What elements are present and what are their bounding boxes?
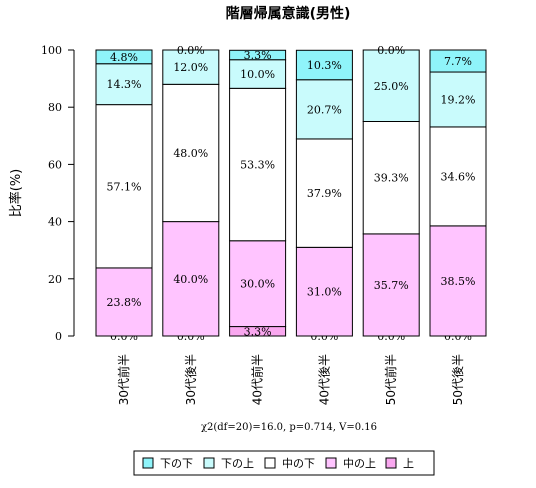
bar-stack: 0.0%23.8%57.1%14.3%4.8% bbox=[95, 49, 153, 343]
bar-stack: 0.0%40.0%48.0%12.0%0.0% bbox=[162, 44, 220, 343]
data-label: 53.3% bbox=[240, 159, 275, 172]
y-axis-label: 比率(%) bbox=[8, 169, 24, 218]
legend-swatch bbox=[142, 457, 154, 469]
bar-segment bbox=[229, 49, 287, 61]
data-label: 7.7% bbox=[444, 55, 472, 68]
legend-label: 上 bbox=[403, 457, 414, 470]
data-label: 37.9% bbox=[307, 187, 342, 200]
legend: 下の下 下の上 中の下 中の上 上 bbox=[133, 450, 435, 476]
data-label: 3.3% bbox=[244, 49, 272, 62]
bar-segment bbox=[429, 71, 487, 128]
legend-swatch bbox=[325, 457, 337, 469]
bar-segment bbox=[162, 49, 220, 85]
legend-swatch bbox=[264, 457, 276, 469]
bar-segment bbox=[295, 138, 353, 248]
legend-label: 中の上 bbox=[343, 457, 376, 470]
y-tick-label: 100 bbox=[41, 44, 62, 57]
data-label: 57.1% bbox=[107, 180, 142, 193]
bar-segment bbox=[295, 79, 353, 140]
legend-label: 中の下 bbox=[282, 457, 315, 470]
data-label: 3.3% bbox=[244, 325, 272, 338]
data-label: 14.3% bbox=[107, 78, 142, 91]
legend-swatch bbox=[385, 457, 397, 469]
bar-segment bbox=[162, 83, 220, 223]
y-tick-label: 20 bbox=[48, 273, 62, 286]
category-label: 50代前半 bbox=[383, 354, 398, 405]
bar-segment bbox=[229, 87, 287, 242]
data-label: 38.5% bbox=[441, 275, 476, 288]
bar-segment bbox=[95, 63, 153, 106]
legend-box bbox=[133, 450, 435, 476]
chart-title: 階層帰属意識(男性) bbox=[226, 5, 351, 22]
data-label: 34.6% bbox=[441, 170, 476, 183]
data-label: 19.2% bbox=[441, 93, 476, 106]
bar-segment bbox=[95, 104, 153, 269]
y-tick-label: 40 bbox=[48, 216, 62, 229]
data-label: 0.0% bbox=[377, 44, 405, 57]
stat-annotation: χ2(df=20)=16.0, p=0.714, V=0.16 bbox=[201, 422, 377, 433]
data-label: 48.0% bbox=[173, 147, 208, 160]
y-tick-label: 80 bbox=[48, 101, 62, 114]
category-label: 50代後半 bbox=[451, 354, 465, 405]
bars-group: 0.0% 23.8% 57.1% 14.3% 4.8% 0.0% 40.0% 48.0% 12.… bbox=[95, 44, 487, 343]
data-label: 20.7% bbox=[307, 103, 342, 116]
bar-stack: 0.0%31.0%37.9%20.7%10.3% bbox=[295, 49, 353, 343]
bar-segment bbox=[295, 246, 353, 337]
bar-stack: 3.3% 30.0% 53.3% 10.0% 3.3% bbox=[229, 49, 287, 338]
data-label: 12.0% bbox=[173, 61, 208, 74]
y-axis: 0 20 40 60 80 100 bbox=[41, 44, 75, 343]
data-label: 4.8% bbox=[110, 51, 138, 64]
bar-segment bbox=[429, 126, 487, 227]
legend-swatch bbox=[203, 457, 215, 469]
legend-label: 下の下 bbox=[160, 457, 193, 470]
bar-segment bbox=[362, 49, 420, 122]
data-label: 10.3% bbox=[307, 59, 342, 72]
data-label: 23.8% bbox=[107, 296, 142, 309]
data-label: 30.0% bbox=[240, 278, 275, 291]
bar-stack: 0.0%38.5%34.6%19.2%7.7% bbox=[429, 49, 487, 343]
y-tick-label: 60 bbox=[48, 158, 62, 171]
bar-segment bbox=[162, 221, 220, 337]
legend-label: 下の上 bbox=[221, 457, 254, 470]
y-tick-label: 0 bbox=[55, 330, 62, 343]
category-labels: 30代前半 30代後半 40代前半 40代後半 50代前半 50代後半 bbox=[116, 354, 465, 405]
data-label: 40.0% bbox=[173, 273, 208, 286]
bar-segment bbox=[95, 49, 153, 65]
bar-segment bbox=[295, 49, 353, 81]
bar-segment bbox=[429, 49, 487, 73]
data-label: 31.0% bbox=[307, 286, 342, 299]
category-label: 40代前半 bbox=[250, 354, 265, 405]
bar-stack: 0.0%35.7%39.3%25.0%0.0% bbox=[362, 44, 420, 343]
category-label: 40代後半 bbox=[317, 354, 331, 405]
data-label: 39.3% bbox=[374, 172, 409, 185]
category-label: 30代前半 bbox=[116, 354, 131, 405]
data-label: 25.0% bbox=[374, 80, 409, 93]
bar-segment bbox=[362, 121, 420, 235]
data-label: 35.7% bbox=[374, 279, 409, 292]
category-label: 30代後半 bbox=[184, 354, 198, 405]
data-label: 10.0% bbox=[240, 68, 275, 81]
bar-segment bbox=[362, 233, 420, 337]
data-label: 0.0% bbox=[177, 44, 205, 57]
